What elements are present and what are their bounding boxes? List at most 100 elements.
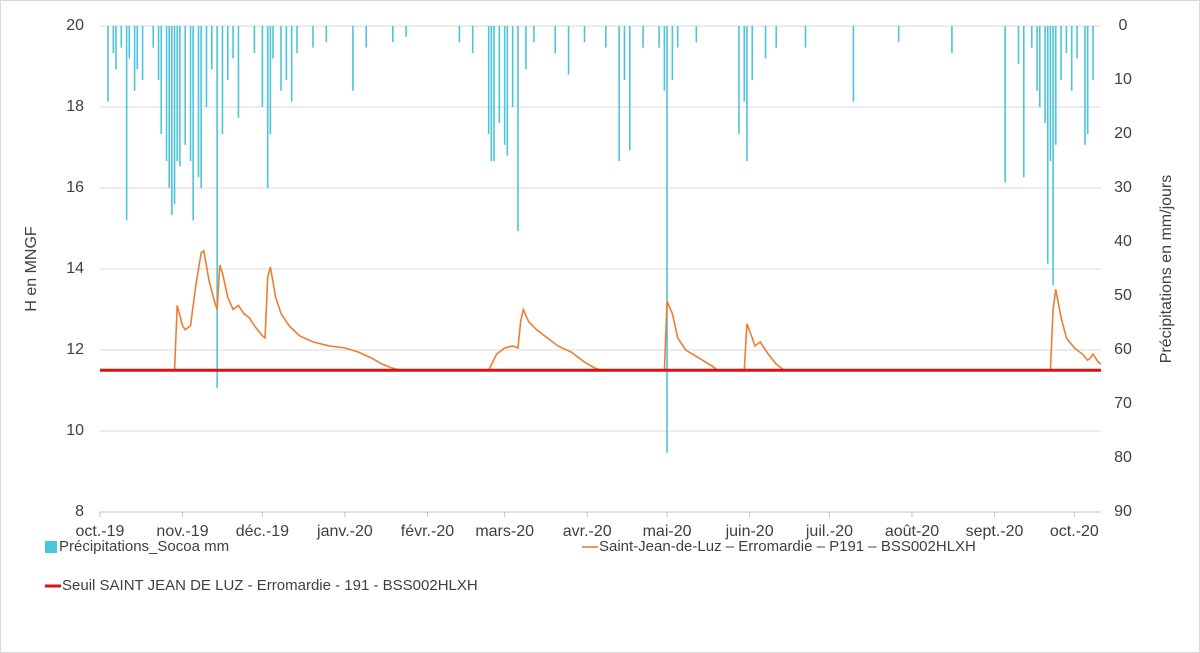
precip-bar — [764, 26, 767, 59]
y2-tick-label: 80 — [1114, 449, 1132, 466]
legend-label: Seuil SAINT JEAN DE LUZ - Erromardie - 1… — [62, 577, 478, 594]
precip-bar — [1036, 26, 1038, 91]
y2-tick-label: 10 — [1114, 71, 1132, 88]
precip-bar — [511, 26, 514, 107]
y-tick-label: 14 — [66, 260, 84, 277]
precip-bar — [628, 26, 631, 151]
precip-bar — [160, 26, 163, 134]
precip-bar — [1052, 26, 1054, 286]
precip-bar — [189, 26, 192, 161]
y-tick-label: 20 — [66, 17, 84, 34]
precip-bar — [168, 26, 171, 188]
y-tick-label: 8 — [75, 503, 84, 520]
precip-bar — [112, 26, 115, 53]
precip-bar — [498, 26, 501, 124]
precip-bar — [471, 26, 474, 53]
precip-bar — [171, 26, 173, 215]
precip-bar — [205, 26, 208, 107]
x-tick-label: août-20 — [885, 523, 939, 540]
x-tick-label: mars-20 — [475, 523, 534, 540]
x-tick-label: oct.-20 — [1050, 523, 1099, 540]
precip-bar — [280, 26, 282, 91]
precip-bar — [392, 26, 394, 43]
precip-bar — [261, 26, 264, 107]
y-tick-label: 12 — [66, 341, 84, 358]
precip-bar — [115, 26, 117, 70]
legend-label: Précipitations_Socoa mm — [59, 538, 229, 555]
precip-bar — [671, 26, 674, 80]
precip-bar — [695, 26, 698, 43]
precip-bar — [1076, 26, 1078, 59]
precip-bar — [365, 26, 368, 48]
y-axis-label: H en MNGF — [23, 226, 40, 312]
precip-bar — [554, 26, 557, 53]
x-tick-label: nov.-19 — [156, 523, 208, 540]
precip-bar — [605, 26, 607, 48]
precip-bar — [128, 26, 131, 59]
precip-bar — [751, 26, 754, 80]
y-tick-label: 18 — [66, 98, 84, 115]
precip-bar — [506, 26, 509, 156]
precip-bar — [120, 26, 123, 48]
precip-bar — [623, 26, 626, 80]
precip-bar — [237, 26, 240, 118]
precip-bar — [176, 26, 179, 161]
precip-bar — [285, 26, 288, 80]
x-tick-label: mai-20 — [643, 523, 692, 540]
precip-bar — [458, 26, 461, 43]
precip-bar — [296, 26, 298, 53]
x-tick-label: juin-20 — [725, 523, 774, 540]
level-line — [100, 249, 1102, 372]
precip-bar — [1054, 26, 1057, 145]
precip-bar — [133, 26, 136, 91]
precip-bar — [583, 26, 586, 43]
precip-bar — [1038, 26, 1041, 107]
y2-tick-label: 90 — [1114, 503, 1132, 520]
precip-bar — [1049, 26, 1052, 161]
precip-bar — [253, 26, 256, 53]
precip-bar — [184, 26, 186, 145]
precip-bar — [157, 26, 160, 80]
precip-bar — [226, 26, 229, 80]
legend-label: Saint-Jean-de-Luz – Erromardie – P191 – … — [599, 538, 976, 555]
precip-bar — [232, 26, 234, 59]
y2-tick-label: 70 — [1114, 395, 1132, 412]
precip-bar — [1044, 26, 1046, 124]
x-tick-label: avr.-20 — [563, 523, 612, 540]
y2-tick-label: 50 — [1114, 287, 1132, 304]
precip-bar — [618, 26, 620, 161]
precip-bar — [676, 26, 679, 48]
precip-bar — [352, 26, 354, 91]
precip-bar — [1017, 26, 1020, 64]
precip-bar — [1065, 26, 1068, 53]
precip-bar — [490, 26, 493, 161]
precip-bar — [951, 26, 953, 53]
precip-bar — [517, 26, 519, 232]
precip-bar — [642, 26, 644, 48]
precip-bar — [1084, 26, 1086, 145]
precip-bar — [743, 26, 746, 102]
precip-bar — [125, 26, 128, 221]
precip-bar — [141, 26, 144, 80]
precip-bar — [503, 26, 506, 145]
precip-bar — [1046, 26, 1049, 264]
y2-axis-label: Précipitations en mm/jours — [1158, 175, 1175, 364]
precip-bar — [405, 26, 407, 37]
precip-bar — [269, 26, 272, 134]
precip-bar — [1060, 26, 1062, 80]
legend-swatch — [45, 541, 57, 553]
precip-bar — [266, 26, 269, 188]
precip-bar — [897, 26, 900, 43]
precip-bar — [211, 26, 213, 70]
precip-bar — [200, 26, 202, 188]
precip-bar — [533, 26, 535, 43]
precip-bar — [197, 26, 200, 178]
precip-bar — [221, 26, 224, 134]
x-tick-label: sept.-20 — [966, 523, 1024, 540]
precip-bar — [775, 26, 778, 48]
precip-bar — [487, 26, 490, 134]
y-tick-label: 16 — [66, 179, 84, 196]
precip-bar — [1092, 26, 1094, 80]
x-tick-label: déc.-19 — [236, 523, 289, 540]
